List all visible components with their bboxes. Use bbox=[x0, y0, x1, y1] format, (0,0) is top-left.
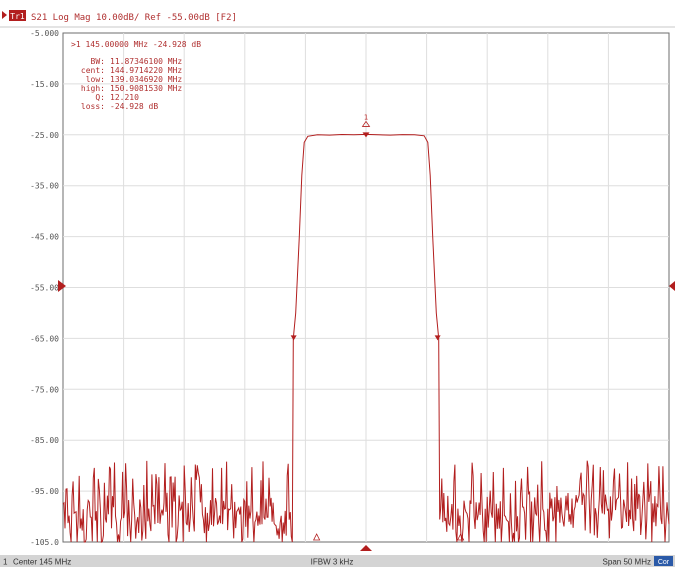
y-tick-label: -95.00 bbox=[30, 487, 59, 496]
y-axis-tick-labels: -5.000 -15.00 -25.00 -35.00 -45.00 -55.00 -65.… bbox=[30, 29, 59, 547]
q-key: Q: bbox=[95, 93, 105, 102]
stimulus-marker-icon bbox=[312, 533, 321, 541]
marker-readout: >1 145.00000 MHz -24.928 dB BW: 11.87346… bbox=[71, 40, 201, 111]
cent-value: 144.9714220 MHz bbox=[110, 66, 182, 75]
ref-level-right-arrow-icon[interactable] bbox=[669, 281, 675, 291]
bandwidth-marker-icon[interactable] bbox=[434, 335, 441, 341]
cor-badge-label: Cor bbox=[658, 559, 670, 566]
y-tick-label: -35.00 bbox=[30, 182, 59, 191]
cor-badge[interactable] bbox=[654, 556, 673, 566]
trace-badge-label: Tr1 bbox=[10, 12, 25, 21]
stimulus-marker-icon bbox=[456, 533, 465, 541]
y-tick-label: -85.00 bbox=[30, 436, 59, 445]
span-setting[interactable]: Span 50 MHz bbox=[603, 558, 651, 567]
center-frequency[interactable]: Center 145 MHz bbox=[13, 558, 71, 567]
status-bar-background bbox=[0, 555, 675, 567]
status-bar: 1 Center 145 MHz IFBW 3 kHz Span 50 MHz … bbox=[0, 555, 675, 567]
bw-value: 11.87346100 MHz bbox=[110, 57, 182, 66]
trace-header[interactable]: Tr1 S21 Log Mag 10.00dB/ Ref -55.00dB [F… bbox=[2, 10, 237, 23]
trace-badge[interactable] bbox=[9, 10, 26, 21]
y-tick-label: -75.00 bbox=[30, 385, 59, 394]
marker-1-icon[interactable] bbox=[362, 132, 370, 138]
cent-key: cent: bbox=[81, 66, 105, 75]
high-value: 150.9081530 MHz bbox=[110, 84, 182, 93]
y-tick-label: -45.00 bbox=[30, 233, 59, 242]
marker-1-label: 1 bbox=[364, 113, 368, 121]
loss-value: -24.928 dB bbox=[110, 102, 158, 111]
high-key: high: bbox=[81, 84, 105, 93]
y-tick-label: -105.0 bbox=[30, 538, 59, 547]
y-tick-label: -55.00 bbox=[30, 284, 59, 293]
y-tick-label: -65.00 bbox=[30, 334, 59, 343]
low-value: 139.0346920 MHz bbox=[110, 75, 182, 84]
marker-1-flag-icon bbox=[361, 120, 371, 127]
bw-key: BW: bbox=[91, 57, 105, 66]
markers[interactable]: 1 bbox=[290, 113, 465, 551]
active-marker-readout: >1 145.00000 MHz -24.928 dB bbox=[71, 40, 201, 49]
q-value: 12.210 bbox=[110, 93, 139, 102]
ifbw-setting[interactable]: IFBW 3 kHz bbox=[311, 558, 354, 567]
y-tick-label: -15.00 bbox=[30, 80, 59, 89]
bandwidth-marker-icon[interactable] bbox=[290, 335, 297, 341]
low-key: low: bbox=[86, 75, 105, 84]
active-trace-arrow-icon bbox=[2, 11, 7, 19]
channel-number: 1 bbox=[3, 558, 8, 567]
trace-label: S21 Log Mag 10.00dB/ Ref -55.00dB [F2] bbox=[31, 13, 237, 23]
active-stimulus-marker-icon[interactable] bbox=[360, 545, 372, 551]
ref-level-left-arrow-icon[interactable] bbox=[58, 280, 66, 292]
loss-key: loss: bbox=[81, 102, 105, 111]
y-tick-label: -25.00 bbox=[30, 131, 59, 140]
y-tick-label: -5.000 bbox=[30, 29, 59, 38]
